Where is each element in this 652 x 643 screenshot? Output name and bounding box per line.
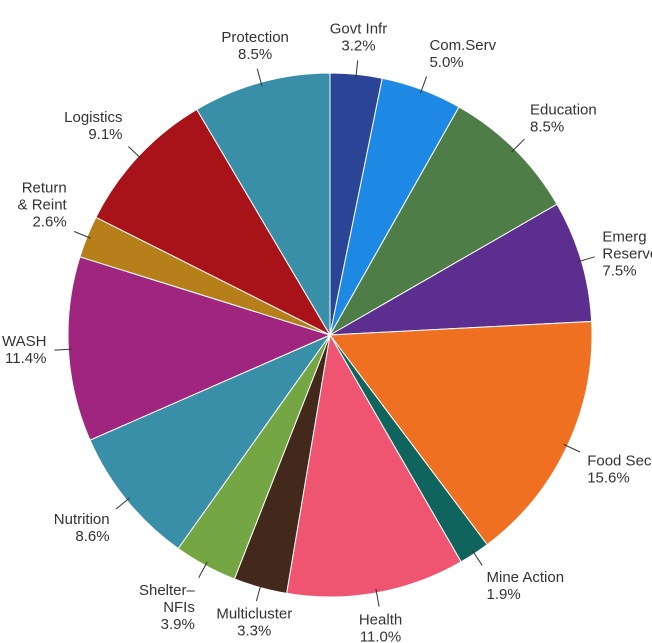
- leader-line: [128, 146, 142, 160]
- slice-label: WASH: [2, 333, 46, 350]
- value-label: 2.6%: [33, 213, 67, 230]
- leader-line: [419, 76, 428, 94]
- slice-label-line: Multicluster: [216, 606, 292, 623]
- slice-label-line: Education: [530, 101, 597, 118]
- slice-label: Govt Infr: [330, 20, 388, 37]
- slice-label: Food Sec: [587, 452, 652, 469]
- slice-label-line: Emerg: [602, 229, 646, 246]
- value-label: 5.0%: [429, 54, 463, 71]
- slice-label-line: Protection: [221, 29, 289, 46]
- slice-label-line: Logistics: [64, 109, 122, 126]
- slice-label: Protection: [221, 29, 289, 46]
- leader-line: [198, 561, 208, 578]
- slice-label-line: Mine Action: [487, 569, 565, 586]
- slice-label: Logistics: [64, 109, 122, 126]
- slice-label: Mine Action: [487, 569, 565, 586]
- leader-line: [256, 68, 263, 87]
- slice-label-line: Shelter–: [139, 582, 196, 599]
- value-label: 8.5%: [238, 46, 272, 63]
- leader-line: [511, 138, 525, 153]
- leader-line: [115, 497, 131, 510]
- slice-label: Multicluster: [216, 606, 292, 623]
- value-label: 9.1%: [88, 126, 122, 143]
- leader-line: [471, 549, 483, 566]
- slice-label: Health: [359, 611, 402, 628]
- slice-label: Nutrition: [54, 511, 110, 528]
- value-label: 15.6%: [587, 469, 630, 486]
- slice-label-line: Return: [22, 179, 67, 196]
- slice-label-line: Food Sec: [587, 452, 652, 469]
- value-label: 8.5%: [530, 118, 564, 135]
- slice-label-line: WASH: [2, 333, 46, 350]
- slice-label: Return & Reint: [18, 179, 68, 213]
- leader-line: [375, 588, 380, 607]
- value-label: 11.0%: [360, 628, 401, 643]
- slice-label-line: Health: [359, 611, 402, 628]
- slice-label-line: & Reint: [18, 196, 68, 213]
- value-label: 3.9%: [161, 616, 195, 633]
- leader-line: [577, 256, 595, 263]
- leader-line: [255, 583, 262, 602]
- leader-line: [563, 443, 581, 453]
- leader-line: [73, 231, 92, 239]
- slice-label: Education: [530, 101, 597, 118]
- slice-label: Shelter– NFIs: [139, 582, 196, 616]
- value-label: 7.5%: [602, 263, 636, 280]
- slice-label-line: Reserve: [602, 246, 652, 263]
- slice-label-line: NFIs: [163, 599, 195, 616]
- slice-label-line: Nutrition: [54, 511, 110, 528]
- value-label: 1.9%: [487, 586, 521, 603]
- value-label: 3.3%: [237, 623, 271, 640]
- value-label: 11.4%: [5, 350, 46, 367]
- slice-label-line: Com.Serv: [429, 37, 496, 54]
- leader-line: [355, 60, 359, 79]
- value-label: 3.2%: [341, 37, 375, 54]
- slice-label: EmergReserve: [602, 229, 652, 263]
- leader-line: [54, 348, 73, 351]
- slice-label-line: Govt Infr: [330, 20, 388, 37]
- value-label: 8.6%: [75, 528, 109, 545]
- slice-label: Com.Serv: [429, 37, 496, 54]
